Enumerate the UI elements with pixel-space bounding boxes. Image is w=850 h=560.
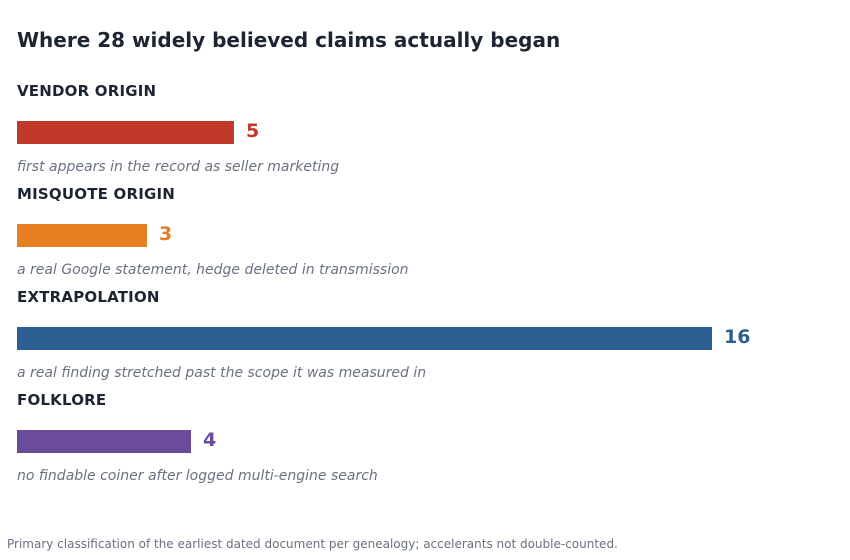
category-label: EXTRAPOLATION [17, 288, 160, 306]
bar-group: FOLKLORE 4 no findable coiner after logged… [17, 391, 817, 491]
category-label: FOLKLORE [17, 391, 107, 409]
category-description: first appears in the record as seller ma… [17, 159, 340, 175]
category-description: a real Google statement, hedge deleted i… [17, 262, 409, 278]
bar-group: VENDOR ORIGIN 5 first appears in the recor… [17, 82, 817, 182]
category-label: VENDOR ORIGIN [17, 82, 157, 100]
value-label: 3 [159, 223, 173, 245]
bar [17, 224, 147, 247]
chart-footnote: Primary classification of the earliest d… [7, 537, 618, 551]
category-description: a real finding stretched past the scope … [17, 365, 427, 381]
bar [17, 430, 191, 453]
value-label: 16 [724, 326, 751, 348]
value-label: 5 [246, 120, 260, 142]
category-label: MISQUOTE ORIGIN [17, 185, 176, 203]
bar [17, 327, 712, 350]
bar-group: MISQUOTE ORIGIN 3 a real Google statement,… [17, 185, 817, 285]
chart-title: Where 28 widely believed claims actually… [17, 28, 561, 52]
bar-group: EXTRAPOLATION 16 a real finding stretched … [17, 288, 817, 388]
category-description: no findable coiner after logged multi-en… [17, 468, 378, 484]
value-label: 4 [203, 429, 217, 451]
bar [17, 121, 234, 144]
